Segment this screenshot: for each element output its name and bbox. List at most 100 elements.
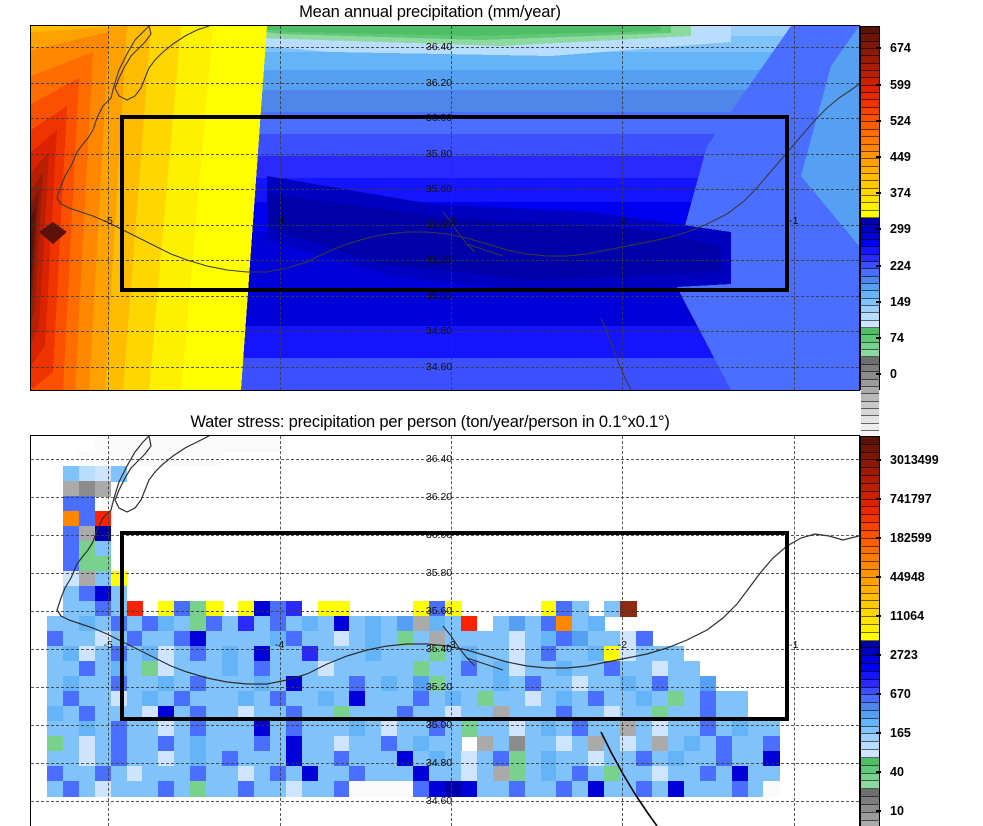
panel-precipitation: Mean annual precipitation (mm/year) -5 -4… [0, 0, 983, 446]
raster-cell [620, 691, 637, 707]
raster-cell [174, 436, 191, 452]
raster-cell [46, 751, 64, 767]
colorbar-swatch [861, 85, 879, 94]
lon-tick--1: -1 [789, 215, 799, 228]
raster-cell [238, 781, 255, 797]
raster-cell [620, 766, 637, 782]
raster-cell [572, 736, 589, 752]
raster-cell [158, 736, 175, 752]
raster-cell [715, 766, 733, 782]
colorbar-swatch [861, 444, 879, 453]
raster-cell [174, 751, 191, 767]
raster-cell [126, 736, 144, 752]
colorbar-swatch [861, 577, 879, 586]
raster-cell [78, 646, 96, 662]
raster-cell [445, 766, 462, 782]
raster-cell [269, 436, 287, 452]
colorbar-swatch [861, 695, 879, 704]
colorbar-swatch [861, 144, 879, 152]
colorbar-swatch [861, 750, 879, 758]
raster-cell [540, 691, 558, 707]
raster-cell [174, 766, 191, 782]
colorbar-swatch [861, 515, 879, 524]
raster-cell [62, 601, 80, 617]
colorbar-swatch [861, 394, 879, 402]
raster-cell [126, 451, 144, 467]
raster-cell [78, 586, 96, 602]
panel-title-water-stress: Water stress: precipitation per person (… [190, 413, 670, 431]
raster-cell [126, 691, 144, 707]
colorbar-tick-label-524: 524 [890, 113, 911, 128]
colorbar-swatch [861, 284, 879, 292]
raster-cell [62, 676, 80, 692]
raster-cell [78, 691, 96, 707]
raster-cell [524, 736, 542, 752]
raster-cell [94, 436, 112, 452]
raster-cell [174, 736, 191, 752]
colorbar-swatch [861, 648, 879, 657]
raster-cell [508, 781, 526, 797]
raster-cell [238, 766, 255, 782]
raster-cell [78, 466, 96, 482]
raster-cell [397, 781, 414, 797]
raster-cell [253, 436, 271, 452]
raster-cell [62, 706, 80, 722]
colorbar-ticks-water-stress: 3013499 741797 182599 44948 11064 2723 670 165 4… [860, 436, 980, 826]
raster-cell [683, 766, 701, 782]
raster-cell [78, 481, 96, 497]
raster-cell [206, 451, 223, 467]
raster-cell [62, 691, 80, 707]
raster-cell [94, 751, 112, 767]
colorbar-swatch [861, 797, 879, 805]
colorbar-swatch [861, 247, 879, 255]
raster-cell [588, 691, 605, 707]
colorbar-swatch [861, 546, 879, 555]
raster-cell [78, 631, 96, 647]
raster-cell [683, 736, 701, 752]
raster-cell [731, 721, 749, 737]
raster-cell [429, 781, 446, 797]
colorbar-tick-label-374: 374 [890, 186, 911, 201]
raster-cell [620, 751, 637, 767]
colorbar-tick-mark [876, 693, 881, 696]
raster-cell [556, 766, 573, 782]
colorbar-tick-mark [876, 537, 881, 540]
colorbar-tick-mark [876, 264, 881, 267]
raster-cell [110, 721, 128, 737]
raster-cell [588, 736, 605, 752]
raster-cell [604, 781, 621, 797]
colorbar-swatch [861, 812, 879, 821]
raster-cell [253, 691, 271, 707]
raster-cell [540, 721, 558, 737]
lat-tick-35.00: 35.00 [425, 718, 453, 731]
raster-cell [174, 451, 191, 467]
colorbar-swatch [861, 656, 879, 665]
colorbar-tick-mark [876, 771, 881, 774]
raster-cell [365, 721, 382, 737]
lat-tick-36.00: 36.00 [425, 528, 453, 541]
colorbar-swatch [861, 78, 879, 86]
colorbar-swatch [861, 687, 879, 696]
raster-cell [524, 781, 542, 797]
raster-cell [78, 706, 96, 722]
raster-cell [269, 736, 287, 752]
colorbar-tick-label-11064: 11064 [890, 609, 925, 624]
lat-tick-36.20: 36.20 [425, 76, 453, 89]
colorbar-swatch [861, 593, 879, 602]
raster-cell [142, 691, 159, 707]
raster-cell [46, 691, 64, 707]
raster-cell [190, 691, 207, 707]
raster-cell [46, 736, 64, 752]
raster-cell [190, 781, 207, 797]
raster-cell [604, 751, 621, 767]
raster-cell [588, 766, 605, 782]
panel-water-stress: Water stress: precipitation per person (… [0, 410, 983, 826]
raster-cell [301, 691, 319, 707]
raster-cell [413, 691, 430, 707]
lat-tick-35.60: 35.60 [425, 183, 453, 196]
raster-cell [731, 781, 749, 797]
raster-cell [46, 766, 64, 782]
raster-cell [763, 721, 780, 737]
raster-cell [78, 751, 96, 767]
colorbar-swatch [861, 129, 879, 138]
